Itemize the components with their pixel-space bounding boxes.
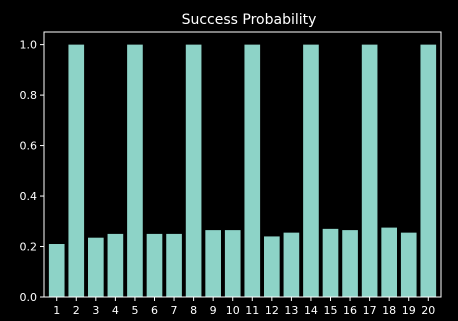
bar-18	[381, 227, 397, 297]
x-tick-label-3: 3	[92, 304, 99, 317]
plot-area: 1 2 3 4 5 6 7 8 9 10 11 12 13 14 15 16 17 18 19 200.00.20.4…	[20, 31, 442, 317]
bar-20	[420, 44, 437, 298]
bar-11	[244, 44, 261, 298]
bar-9	[205, 230, 221, 297]
x-tick-label-15: 15	[324, 304, 338, 317]
x-tick-label-9: 9	[210, 304, 217, 317]
y-tick-label-0.6: 0.6	[20, 140, 38, 153]
x-tick-label-11: 11	[245, 304, 259, 317]
bar-1	[48, 244, 65, 297]
bar-13	[283, 232, 300, 297]
bar-4	[107, 233, 124, 297]
bar-14	[303, 44, 319, 298]
y-tick-label-1.0: 1.0	[20, 39, 38, 52]
x-tick-label-19: 19	[402, 304, 416, 317]
bar-2	[68, 44, 85, 298]
x-tick-label-13: 13	[284, 304, 298, 317]
y-tick-label-0.0: 0.0	[20, 291, 38, 304]
x-tick-label-17: 17	[363, 304, 377, 317]
x-tick-label-7: 7	[171, 304, 178, 317]
x-tick-label-14: 14	[304, 304, 318, 317]
bar-5	[127, 44, 143, 298]
bar-15	[322, 228, 339, 297]
bar-12	[264, 236, 280, 297]
bar-19	[400, 232, 417, 297]
x-tick-label-6: 6	[151, 304, 158, 317]
x-tick-label-10: 10	[226, 304, 240, 317]
chart-title: Success Probability	[182, 12, 317, 28]
x-tick-label-16: 16	[343, 304, 357, 317]
x-tick-label-1: 1	[53, 304, 60, 317]
y-tick-label-0.4: 0.4	[20, 190, 38, 203]
x-tick-label-12: 12	[265, 304, 279, 317]
x-tick-label-20: 20	[421, 304, 435, 317]
x-tick-label-2: 2	[73, 304, 80, 317]
bar-10	[224, 230, 241, 297]
bar-16	[342, 230, 358, 297]
x-tick-label-4: 4	[112, 304, 119, 317]
bar-17	[361, 44, 378, 298]
x-tick-label-8: 8	[190, 304, 197, 317]
bar-6	[146, 233, 163, 297]
x-tick-label-5: 5	[131, 304, 138, 317]
bar-3	[88, 237, 104, 297]
x-tick-label-18: 18	[382, 304, 396, 317]
bar-7	[166, 233, 182, 297]
bar-8	[185, 44, 202, 298]
axes-frame	[43, 31, 442, 298]
y-tick-label-0.8: 0.8	[20, 89, 38, 102]
y-tick-label-0.2: 0.2	[20, 241, 38, 254]
